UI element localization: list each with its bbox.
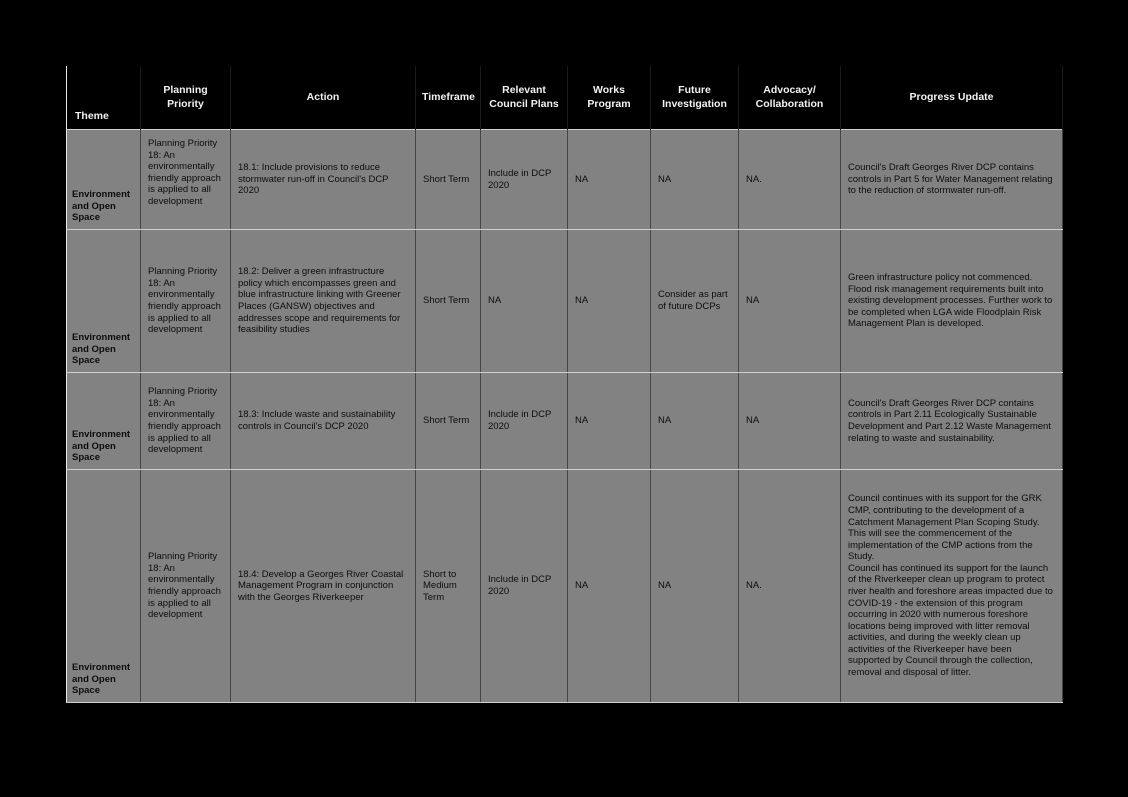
timeframe-cell: Short to Medium Term: [415, 469, 481, 703]
planning-priority-cell: Planning Priority 18: An environmentally…: [140, 469, 231, 703]
planning-priority-cell: Planning Priority 18: An environmentally…: [140, 229, 231, 373]
column-header-action: Action: [230, 66, 416, 130]
theme-cell: Environment and Open Space: [66, 372, 141, 470]
column-header-planning-priority: Planning Priority: [140, 66, 231, 130]
column-header-future-investigation: Future Investigation: [650, 66, 739, 130]
works-program-cell: NA: [567, 469, 651, 703]
action-cell: 18.4: Develop a Georges River Coastal Ma…: [230, 469, 416, 703]
progress-update-cell: Council's Draft Georges River DCP contai…: [840, 372, 1063, 470]
action-cell: 18.3: Include waste and sustainability c…: [230, 372, 416, 470]
advocacy-collaboration-cell: NA: [738, 229, 841, 373]
future-investigation-cell: NA: [650, 469, 739, 703]
works-program-cell: NA: [567, 372, 651, 470]
progress-update-cell: Council's Draft Georges River DCP contai…: [840, 129, 1063, 230]
relevant-council-plans-cell: NA: [480, 229, 568, 373]
column-header-works-program: Works Program: [567, 66, 651, 130]
planning-priority-cell: Planning Priority 18: An environmentally…: [140, 372, 231, 470]
advocacy-collaboration-cell: NA.: [738, 469, 841, 703]
table-row: Environment and Open Space Planning Prio…: [66, 229, 1063, 373]
future-investigation-cell: NA: [650, 372, 739, 470]
table-header-row: Theme Planning Priority Action Timeframe…: [66, 66, 1063, 130]
column-header-theme: Theme: [66, 66, 141, 130]
progress-update-cell: Green infrastructure policy not commence…: [840, 229, 1063, 373]
works-program-cell: NA: [567, 129, 651, 230]
planning-progress-table: Theme Planning Priority Action Timeframe…: [66, 66, 1063, 703]
timeframe-cell: Short Term: [415, 372, 481, 470]
works-program-cell: NA: [567, 229, 651, 373]
relevant-council-plans-cell: Include in DCP 2020: [480, 372, 568, 470]
table-row: Environment and Open Space Planning Prio…: [66, 372, 1063, 470]
column-header-progress-update: Progress Update: [840, 66, 1063, 130]
future-investigation-cell: NA: [650, 129, 739, 230]
relevant-council-plans-cell: Include in DCP 2020: [480, 129, 568, 230]
timeframe-cell: Short Term: [415, 129, 481, 230]
future-investigation-cell: Consider as part of future DCPs: [650, 229, 739, 373]
theme-cell: Environment and Open Space: [66, 229, 141, 373]
theme-cell: Environment and Open Space: [66, 129, 141, 230]
advocacy-collaboration-cell: NA.: [738, 129, 841, 230]
timeframe-cell: Short Term: [415, 229, 481, 373]
table-row: Environment and Open Space Planning Prio…: [66, 129, 1063, 230]
progress-update-cell: Council continues with its support for t…: [840, 469, 1063, 703]
relevant-council-plans-cell: Include in DCP 2020: [480, 469, 568, 703]
advocacy-collaboration-cell: NA: [738, 372, 841, 470]
action-cell: 18.2: Deliver a green infrastructure pol…: [230, 229, 416, 373]
action-cell: 18.1: Include provisions to reduce storm…: [230, 129, 416, 230]
column-header-relevant-council-plans: Relevant Council Plans: [480, 66, 568, 130]
column-header-advocacy-collaboration: Advocacy/ Collaboration: [738, 66, 841, 130]
column-header-timeframe: Timeframe: [415, 66, 481, 130]
planning-priority-cell: Planning Priority 18: An environmentally…: [140, 129, 231, 230]
theme-cell: Environment and Open Space: [66, 469, 141, 703]
table-row: Environment and Open Space Planning Prio…: [66, 469, 1063, 703]
